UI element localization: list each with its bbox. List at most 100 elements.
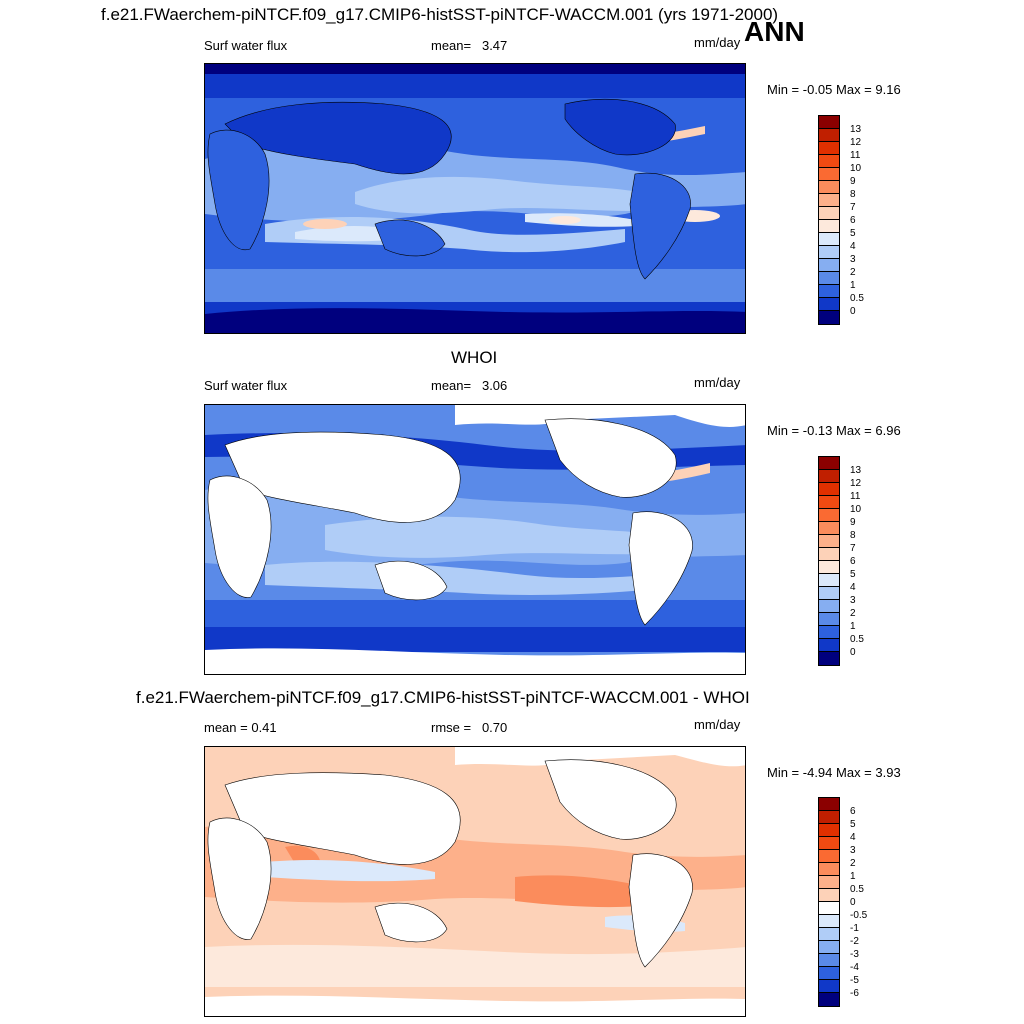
mean-label: mean = 0.41 xyxy=(204,720,277,735)
colorbar-swatch xyxy=(818,914,840,928)
colorbar-tick: -2 xyxy=(850,936,859,947)
colorbar-tick: 10 xyxy=(850,163,862,174)
colorbar-swatch xyxy=(818,862,840,876)
colorbar-tick: 10 xyxy=(850,504,862,515)
colorbar-swatch xyxy=(818,245,840,259)
colorbar-swatch xyxy=(818,115,840,129)
colorbar-swatch xyxy=(818,836,840,850)
colorbar-swatch xyxy=(818,180,840,194)
colorbar-swatch xyxy=(818,599,840,613)
colorbar-swatch xyxy=(818,258,840,272)
colorbar-swatch xyxy=(818,271,840,285)
colorbar-swatch xyxy=(818,573,840,587)
colorbar-swatch xyxy=(818,875,840,889)
colorbar-swatch xyxy=(818,206,840,220)
colorbar-swatch xyxy=(818,547,840,561)
units-label: mm/day xyxy=(694,35,741,50)
colorbar-swatch xyxy=(818,823,840,837)
colorbar-tick: 3 xyxy=(850,845,856,856)
colorbar-swatch xyxy=(818,508,840,522)
colorbar-tick: 5 xyxy=(850,819,856,830)
colorbar-tick: 3 xyxy=(850,595,856,606)
colorbar-tick: -6 xyxy=(850,988,859,999)
colorbar-tick: 8 xyxy=(850,189,856,200)
colorbar-tick: -4 xyxy=(850,962,859,973)
colorbar-tick: -0.5 xyxy=(850,910,868,921)
minmax-label: Min = -0.13 Max = 6.96 xyxy=(767,423,901,438)
colorbar-tick: -5 xyxy=(850,975,859,986)
section-title-obs: WHOI xyxy=(451,348,498,367)
colorbar-tick: 6 xyxy=(850,556,856,567)
colorbar-tick: 11 xyxy=(850,150,861,161)
colorbar-tick: -1 xyxy=(850,923,859,934)
colorbar-tick: 8 xyxy=(850,530,856,541)
colorbar-swatch xyxy=(818,219,840,233)
colorbar-swatch xyxy=(818,940,840,954)
colorbar-swatch xyxy=(818,560,840,574)
colorbar-tick: 12 xyxy=(850,137,862,148)
colorbar-tick: 9 xyxy=(850,176,856,187)
colorbar-swatch xyxy=(818,167,840,181)
colorbar-tick: 13 xyxy=(850,124,862,135)
colorbar-swatch xyxy=(818,469,840,483)
colorbar-swatch xyxy=(818,651,840,666)
minmax-label: Min = -0.05 Max = 9.16 xyxy=(767,82,901,97)
colorbar-swatch xyxy=(818,638,840,652)
colorbar-swatch xyxy=(818,141,840,155)
map-difference-field xyxy=(205,747,745,1016)
colorbar-tick: 7 xyxy=(850,543,856,554)
colorbar-swatch xyxy=(818,953,840,967)
season-label: ANN xyxy=(744,16,805,47)
map-difference xyxy=(204,746,746,1017)
colorbar-tick: 2 xyxy=(850,608,856,619)
colorbar-swatch xyxy=(818,625,840,639)
units-label: mm/day xyxy=(694,717,741,732)
colorbar-tick: 0.5 xyxy=(850,634,864,645)
colorbar-swatch xyxy=(818,456,840,470)
units-label: mm/day xyxy=(694,375,741,390)
colorbar-tick: 7 xyxy=(850,202,856,213)
colorbar-tick: 2 xyxy=(850,858,856,869)
colorbar-swatch xyxy=(818,534,840,548)
colorbar-tick: 4 xyxy=(850,241,856,252)
map-model xyxy=(204,63,746,334)
variable-label: Surf water flux xyxy=(204,378,288,393)
colorbar-tick: 4 xyxy=(850,832,856,843)
colorbar-swatch xyxy=(818,849,840,863)
colorbar-swatch xyxy=(818,521,840,535)
map-obs xyxy=(204,404,746,675)
map-model-field xyxy=(205,64,745,333)
colorbar-swatch xyxy=(818,232,840,246)
colorbar-tick: 0 xyxy=(850,647,856,658)
colorbar-tick: 3 xyxy=(850,254,856,265)
colorbar-tick: 1 xyxy=(850,280,856,291)
colorbar-tick: 0.5 xyxy=(850,293,864,304)
colorbar-tick: 9 xyxy=(850,517,856,528)
colorbar-swatch xyxy=(818,901,840,915)
colorbar-swatch xyxy=(818,284,840,298)
mean-value: 3.47 xyxy=(481,38,508,53)
section-title-difference: f.e21.FWaerchem-piNTCF.f09_g17.CMIP6-his… xyxy=(136,688,750,707)
colorbar-tick: 4 xyxy=(850,582,856,593)
mean-label: mean= 3.47 xyxy=(431,38,508,53)
mean-value: 3.06 xyxy=(481,378,508,393)
rmse-label: rmse = 0.70 xyxy=(431,720,508,735)
colorbar-tick: 13 xyxy=(850,465,862,476)
mean-label: mean= 3.06 xyxy=(431,378,508,393)
colorbar-tick: 0.5 xyxy=(850,884,864,895)
colorbar-tick: 1 xyxy=(850,621,856,632)
colorbar-swatch xyxy=(818,310,840,325)
colorbar-tick: 0 xyxy=(850,306,856,317)
colorbar-tick: 1 xyxy=(850,871,856,882)
colorbar-swatch xyxy=(818,927,840,941)
page-title: f.e21.FWaerchem-piNTCF.f09_g17.CMIP6-his… xyxy=(101,5,779,24)
colorbar-swatch xyxy=(818,482,840,496)
colorbar-swatch xyxy=(818,193,840,207)
colorbar-swatch xyxy=(818,992,840,1007)
colorbar-swatch xyxy=(818,297,840,311)
colorbar-tick: 0 xyxy=(850,897,856,908)
colorbar-swatch xyxy=(818,586,840,600)
minmax-label: Min = -4.94 Max = 3.93 xyxy=(767,765,901,780)
colorbar-tick: 2 xyxy=(850,267,856,278)
colorbar-swatch xyxy=(818,154,840,168)
